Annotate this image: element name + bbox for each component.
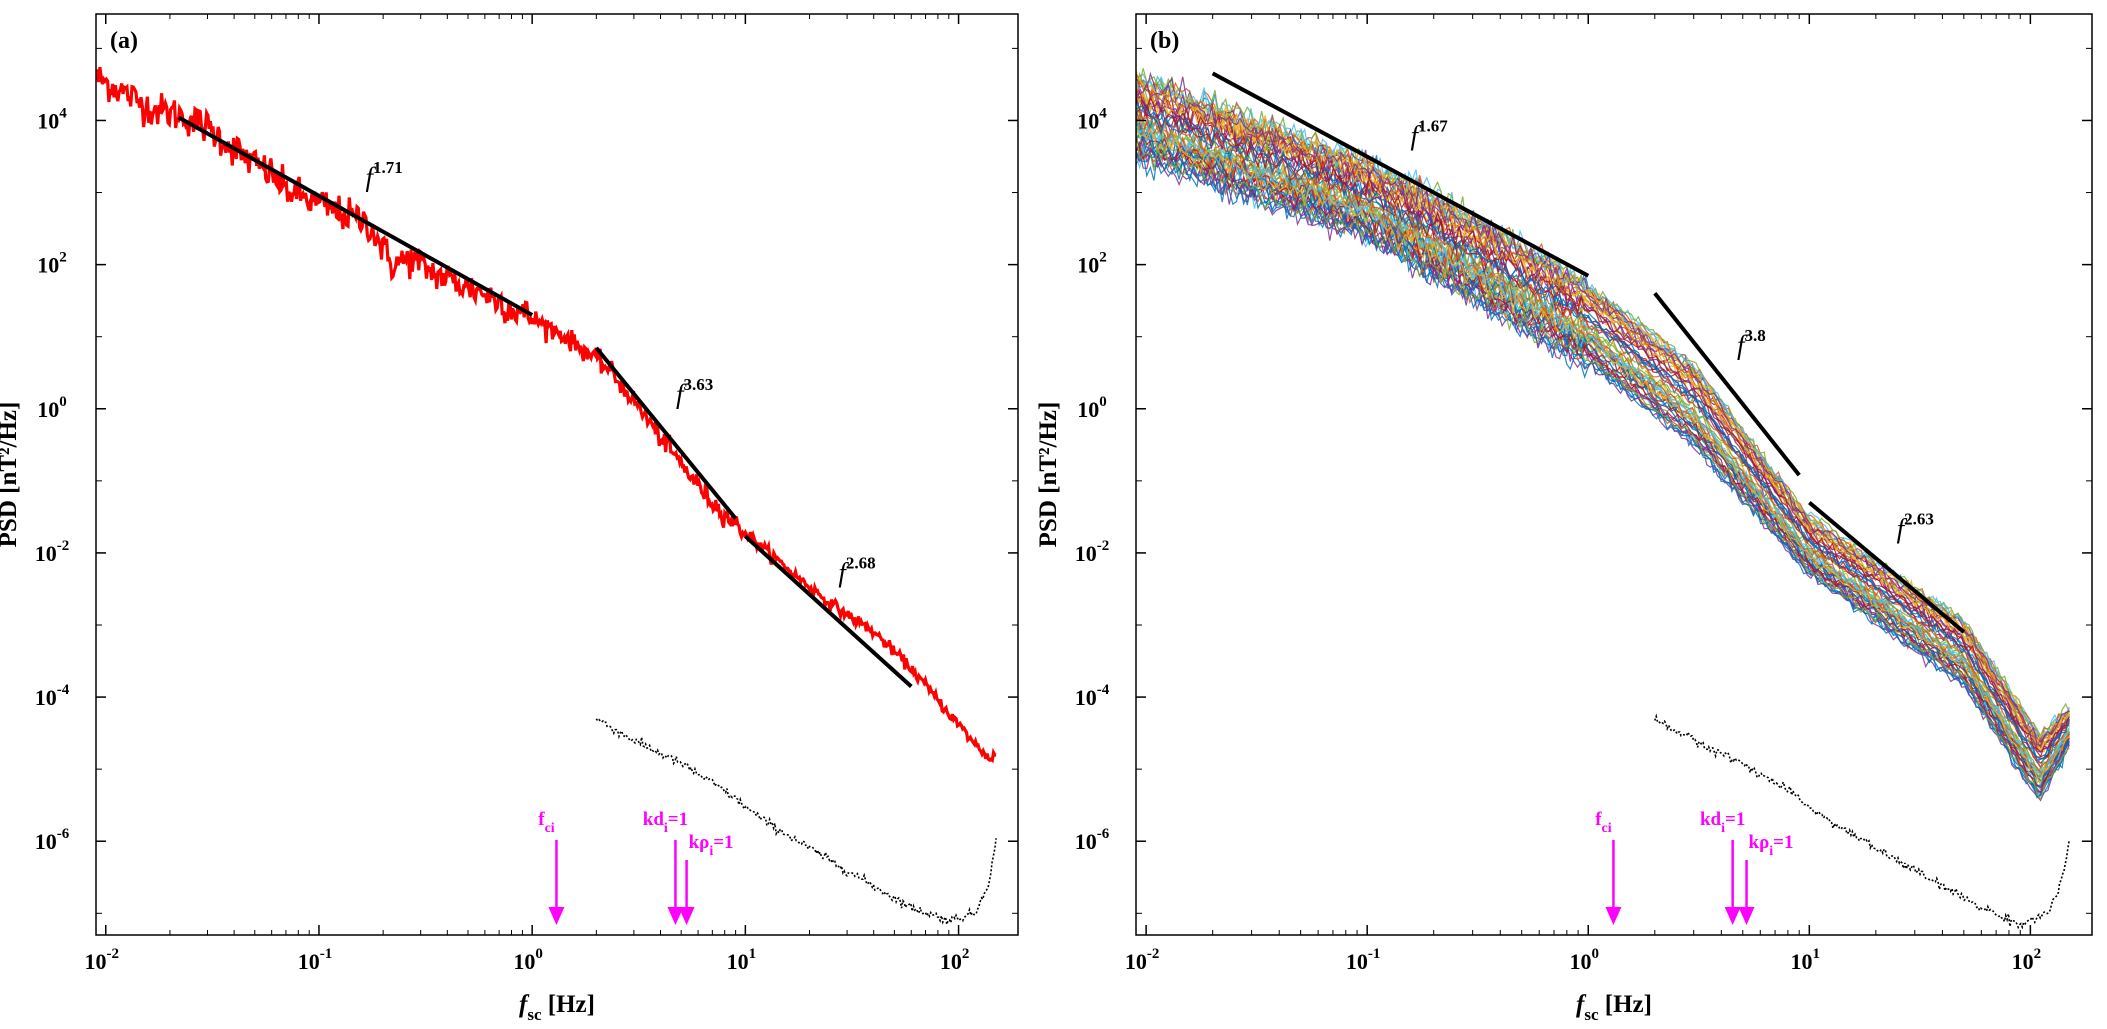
spectrum-series-line <box>1136 148 2070 802</box>
power-law-label: f1.71 <box>365 158 402 192</box>
y-axis-title: PSD [nT²/Hz] <box>0 402 22 548</box>
spectrum-series-line <box>1136 130 2070 788</box>
x-axis-title: fsc [Hz] <box>519 991 595 1024</box>
marker-arrow-head <box>1605 907 1622 925</box>
y-tick-label: 104 <box>37 105 67 133</box>
spectrum-series-line <box>1136 150 2070 796</box>
noise-floor-line <box>595 718 997 926</box>
y-tick-label: 10-4 <box>1075 682 1110 710</box>
spectrum-series-line <box>1136 126 2070 780</box>
plot-frame <box>1135 13 2093 936</box>
x-tick-label: 102 <box>940 946 970 974</box>
spectrum-series-line <box>1136 134 2070 783</box>
spectrum-series-line <box>1136 81 2070 747</box>
power-law-label: f3.63 <box>676 375 713 409</box>
marker-label: kdi=1 <box>643 809 688 836</box>
power-law-fit-line <box>1653 292 1801 477</box>
spectrum-series-line <box>1136 140 2070 793</box>
y-tick-label: 10-4 <box>35 682 70 710</box>
panel-label: (a) <box>110 28 138 54</box>
spectrum-series-line <box>1136 149 2070 799</box>
spectrum-series-line <box>1136 113 2070 772</box>
x-tick-label: 102 <box>2012 946 2042 974</box>
marker-arrow-head <box>1724 907 1741 925</box>
y-tick-label: 10-6 <box>1075 826 1110 854</box>
spectrum-series-line <box>1136 129 2070 801</box>
spectrum-series-line <box>1136 133 2070 784</box>
panel-label: (b) <box>1150 28 1179 54</box>
spectrum-series-line <box>1136 113 2070 775</box>
y-tick-label: 104 <box>1077 105 1107 133</box>
marker-label: kρi=1 <box>689 832 734 859</box>
power-law-label: f2.68 <box>838 553 875 587</box>
y-tick-label: 102 <box>37 250 67 278</box>
marker-label: kdi=1 <box>1700 809 1745 836</box>
y-tick-label: 100 <box>37 394 67 422</box>
y-tick-label: 10-6 <box>35 826 70 854</box>
x-tick-label: 10-2 <box>85 946 120 974</box>
marker-arrow-head <box>548 907 565 925</box>
spectrum-series-line <box>1136 124 2070 775</box>
spectrum-series-line <box>1136 139 2070 789</box>
spectrum-series-line <box>1136 120 2070 779</box>
spectrum-series-line <box>1136 134 2070 791</box>
spectrum-line <box>96 66 997 764</box>
spectrum-series-line <box>1136 144 2070 793</box>
spectrum-series-line <box>1136 95 2070 753</box>
spectrum-series-line <box>1136 127 2070 785</box>
spectrum-series-line <box>1136 121 2070 784</box>
spectrum-series-line <box>1136 113 2070 774</box>
spectrum-series-line <box>1136 117 2070 779</box>
spectrum-series-line <box>1136 132 2070 793</box>
power-law-fit-line <box>1211 71 1590 278</box>
plot-area <box>96 66 997 926</box>
spectrum-series-line <box>1136 71 2070 743</box>
spectrum-series-line <box>1136 126 2070 780</box>
x-tick-label: 101 <box>1791 946 1821 974</box>
spectrum-series-line <box>1136 130 2070 785</box>
spectrum-series-line <box>1136 127 2070 787</box>
y-axis-title: PSD [nT²/Hz] <box>1035 402 1062 548</box>
marker-arrow-head <box>678 907 695 925</box>
y-tick-label: 10-2 <box>1075 538 1110 566</box>
x-tick-label: 100 <box>513 946 543 974</box>
spectrum-series-line <box>1136 89 2070 753</box>
power-law-label: f1.67 <box>1410 117 1448 151</box>
spectrum-series-line <box>1136 152 2070 797</box>
x-axis-title: fsc [Hz] <box>1576 991 1652 1024</box>
plot-area <box>1136 68 2071 930</box>
spectrum-series-line <box>1136 118 2070 774</box>
spectrum-series-line <box>1136 142 2070 795</box>
power-law-label: f3.8 <box>1737 326 1766 360</box>
spectrum-series-line <box>1136 124 2070 778</box>
x-tick-label: 10-1 <box>1346 946 1381 974</box>
spectrum-series-line <box>1136 110 2070 769</box>
marker-label: kρi=1 <box>1749 832 1794 859</box>
power-law-fit-line <box>594 346 738 520</box>
y-tick-label: 100 <box>1077 394 1107 422</box>
power-law-fit-line <box>1808 501 1966 634</box>
power-law-label: f2.63 <box>1897 509 1934 543</box>
marker-label: fci <box>1595 809 1612 836</box>
spectrum-series-line <box>1136 106 2070 760</box>
noise-floor-line <box>1654 713 2071 930</box>
spectrum-series-line <box>1136 147 2070 793</box>
x-tick-label: 101 <box>727 946 757 974</box>
marker-arrow-head <box>667 907 684 925</box>
marker-label: fci <box>538 809 555 836</box>
x-tick-label: 10-2 <box>1125 946 1160 974</box>
x-tick-label: 10-1 <box>298 946 333 974</box>
plot-frame <box>95 13 1019 936</box>
y-tick-label: 102 <box>1077 250 1107 278</box>
power-law-fit-line <box>177 115 534 317</box>
marker-arrow-head <box>1738 907 1755 925</box>
x-tick-label: 100 <box>1569 946 1599 974</box>
spectrum-series-line <box>1136 130 2070 787</box>
power-law-fit-line <box>744 534 913 689</box>
y-tick-label: 10-2 <box>35 538 70 566</box>
spectrum-series-line <box>1136 121 2070 779</box>
